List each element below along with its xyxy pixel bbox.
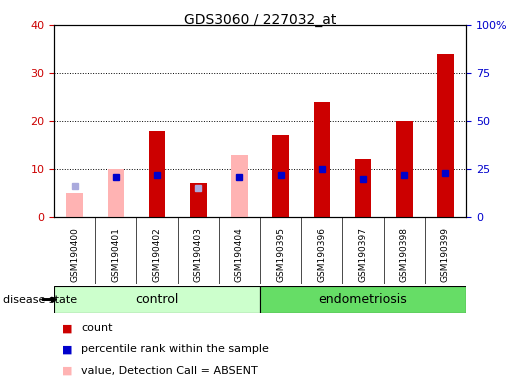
Text: control: control (135, 293, 179, 306)
Bar (314, 102, 330, 217)
Text: GSM190398: GSM190398 (400, 227, 409, 282)
FancyBboxPatch shape (54, 286, 260, 313)
Bar (190, 184, 207, 217)
Text: GSM190404: GSM190404 (235, 227, 244, 282)
Text: value, Detection Call = ABSENT: value, Detection Call = ABSENT (81, 366, 258, 376)
Bar (396, 121, 413, 217)
Bar (108, 169, 124, 217)
Bar (355, 159, 371, 217)
Bar (437, 54, 454, 217)
Text: GSM190401: GSM190401 (111, 227, 121, 282)
Bar (149, 131, 165, 217)
FancyBboxPatch shape (260, 286, 466, 313)
Bar (231, 155, 248, 217)
Text: GSM190399: GSM190399 (441, 227, 450, 282)
Text: GSM190400: GSM190400 (70, 227, 79, 282)
Text: GDS3060 / 227032_at: GDS3060 / 227032_at (184, 13, 336, 27)
Text: GSM190402: GSM190402 (152, 227, 162, 282)
Text: endometriosis: endometriosis (319, 293, 407, 306)
Text: count: count (81, 323, 113, 333)
Bar (66, 193, 83, 217)
Text: ■: ■ (62, 366, 72, 376)
Text: disease state: disease state (3, 295, 77, 305)
Text: ■: ■ (62, 323, 72, 333)
Bar (272, 136, 289, 217)
Text: GSM190395: GSM190395 (276, 227, 285, 282)
Text: GSM190403: GSM190403 (194, 227, 203, 282)
Text: percentile rank within the sample: percentile rank within the sample (81, 344, 269, 354)
Text: ■: ■ (62, 344, 72, 354)
Text: GSM190397: GSM190397 (358, 227, 368, 282)
Text: GSM190396: GSM190396 (317, 227, 327, 282)
